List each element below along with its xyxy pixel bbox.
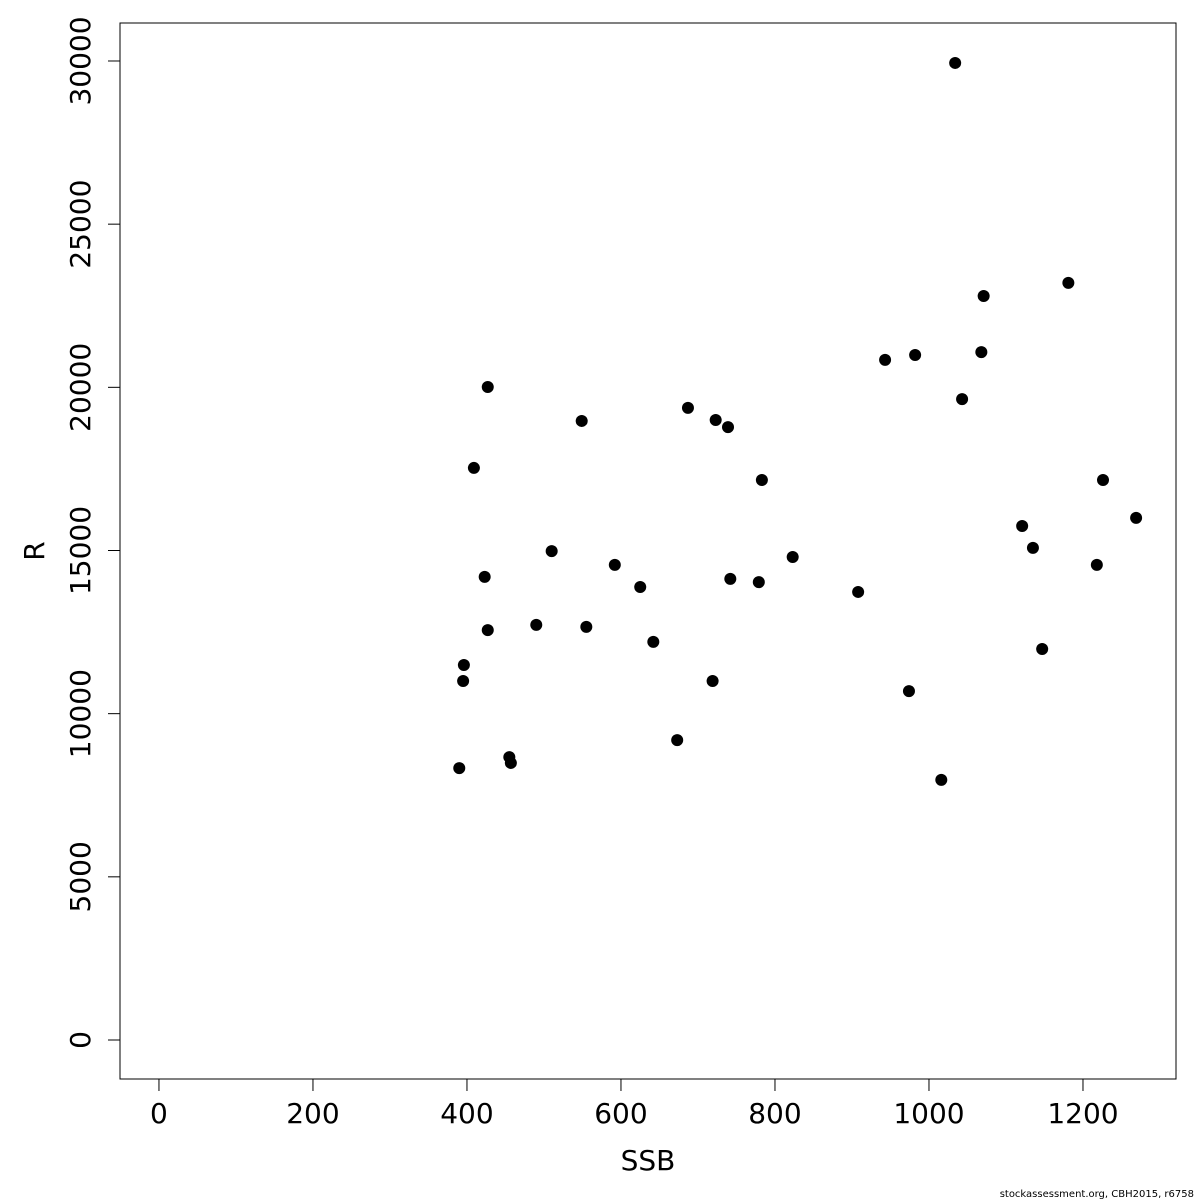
point bbox=[956, 393, 969, 406]
point bbox=[453, 762, 466, 775]
point bbox=[902, 685, 915, 698]
y-tick-label: 30000 bbox=[64, 16, 97, 105]
footnote: stockassessment.org, CBH2015, r6758 bbox=[1000, 1189, 1194, 1200]
point bbox=[580, 620, 593, 633]
point bbox=[478, 570, 491, 583]
point bbox=[852, 585, 865, 598]
point bbox=[709, 413, 722, 426]
x-tick-label: 800 bbox=[748, 1097, 801, 1130]
y-tick-label: 5000 bbox=[64, 841, 97, 912]
x-tick-label: 200 bbox=[286, 1097, 339, 1130]
x-tick-label: 400 bbox=[440, 1097, 493, 1130]
x-tick-label: 600 bbox=[594, 1097, 647, 1130]
point bbox=[467, 461, 480, 474]
point bbox=[671, 734, 684, 747]
point bbox=[949, 56, 962, 69]
point bbox=[608, 558, 621, 571]
point bbox=[457, 675, 470, 688]
point bbox=[545, 545, 558, 558]
point bbox=[1130, 511, 1143, 524]
point bbox=[481, 624, 494, 637]
point bbox=[575, 414, 588, 427]
point bbox=[879, 353, 892, 366]
point bbox=[752, 576, 765, 589]
point bbox=[1090, 558, 1103, 571]
point bbox=[1016, 520, 1029, 533]
y-tick-label: 25000 bbox=[64, 180, 97, 269]
plot-frame bbox=[119, 22, 1177, 1080]
point bbox=[457, 659, 470, 672]
x-tick-label: 1000 bbox=[893, 1097, 964, 1130]
x-tick-label: 1200 bbox=[1047, 1097, 1118, 1130]
point bbox=[1097, 474, 1110, 487]
point bbox=[481, 380, 494, 393]
point bbox=[935, 773, 948, 786]
point bbox=[681, 401, 694, 414]
point bbox=[1062, 276, 1075, 289]
point bbox=[977, 289, 990, 302]
x-axis-label: SSB bbox=[621, 1144, 676, 1177]
point bbox=[634, 581, 647, 594]
y-tick-label: 10000 bbox=[64, 669, 97, 758]
point bbox=[975, 346, 988, 359]
x-tick-label: 0 bbox=[150, 1097, 168, 1130]
point bbox=[504, 756, 517, 769]
point bbox=[722, 421, 735, 434]
point bbox=[706, 675, 719, 688]
point bbox=[530, 618, 543, 631]
point bbox=[647, 635, 660, 648]
y-tick-label: 0 bbox=[64, 1031, 97, 1049]
point bbox=[724, 572, 737, 585]
point bbox=[786, 551, 799, 564]
point bbox=[909, 349, 922, 362]
y-tick-label: 20000 bbox=[64, 343, 97, 432]
y-axis-label: R bbox=[18, 541, 51, 560]
point bbox=[1026, 541, 1039, 554]
y-tick-label: 15000 bbox=[64, 506, 97, 595]
point bbox=[1036, 643, 1049, 656]
point bbox=[755, 474, 768, 487]
